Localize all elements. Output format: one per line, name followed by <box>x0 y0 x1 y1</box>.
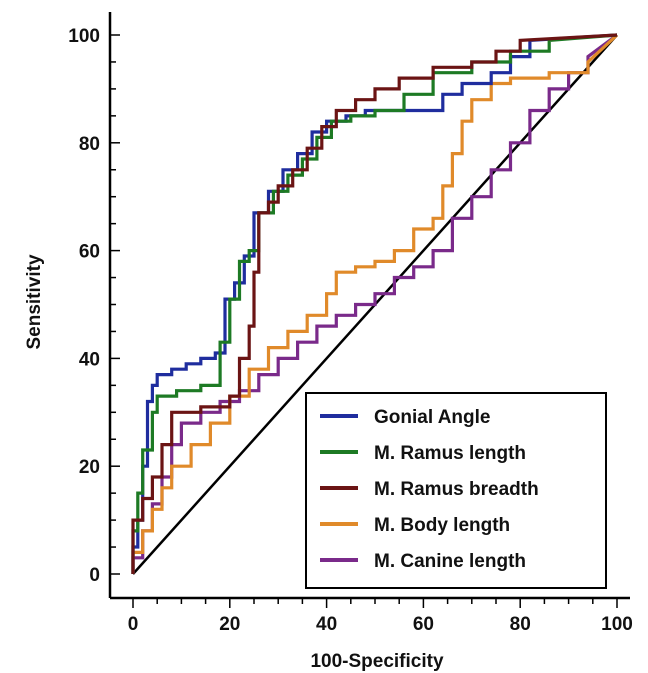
y-tick-label: 40 <box>79 349 100 370</box>
x-tick-label: 80 <box>510 614 531 635</box>
legend: Gonial Angle M. Ramus length M. Ramus brea… <box>305 392 607 589</box>
y-tick-label: 60 <box>79 242 100 263</box>
y-tick-label: 0 <box>89 565 100 586</box>
legend-label-m-canine-length: M. Canine length <box>374 551 526 572</box>
legend-label-m-ramus-length: M. Ramus length <box>374 443 526 464</box>
axes <box>108 12 630 608</box>
x-tick-label: 100 <box>601 614 633 635</box>
y-tick-label: 80 <box>79 134 100 155</box>
series-layer <box>131 33 619 574</box>
y-tick-label: 100 <box>68 26 100 47</box>
x-tick-label: 60 <box>413 614 434 635</box>
legend-label-m-body-length: M. Body length <box>374 515 510 536</box>
x-tick-label: 40 <box>316 614 337 635</box>
tick-labels: 0 20 40 60 80 100 0 20 40 60 80 100 <box>68 26 633 635</box>
y-axis-title: Sensitivity <box>24 254 45 349</box>
series-line-m-ramus-length <box>131 33 618 574</box>
x-tick-label: 20 <box>219 614 240 635</box>
x-axis-title: 100-Specificity <box>310 651 443 672</box>
series-line-m-ramus-breadth <box>131 33 618 574</box>
y-tick-label: 20 <box>79 457 100 478</box>
legend-label-m-ramus-breadth: M. Ramus breadth <box>374 479 539 500</box>
series-line-gonial-angle <box>131 33 618 574</box>
legend-box <box>305 392 607 589</box>
x-tick-label: 0 <box>128 614 139 635</box>
legend-label-gonial-angle: Gonial Angle <box>374 407 490 428</box>
series-line-m-body-length <box>131 33 619 574</box>
